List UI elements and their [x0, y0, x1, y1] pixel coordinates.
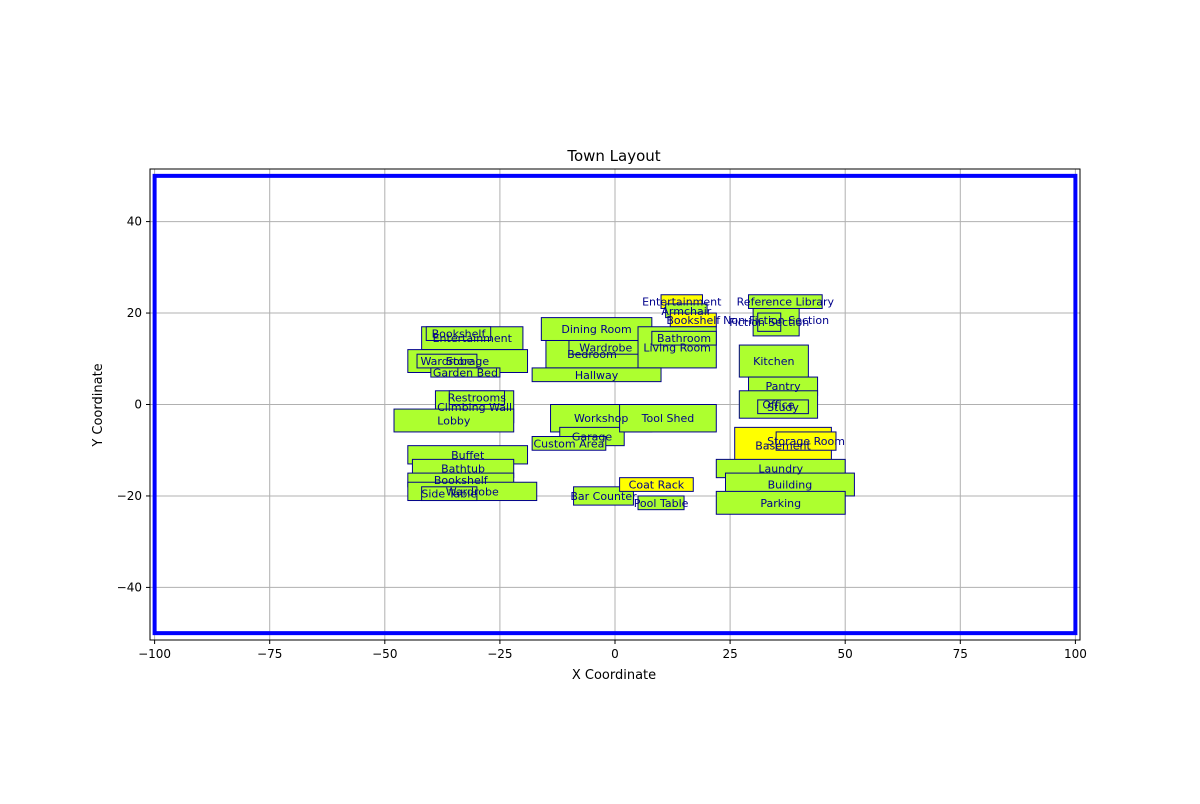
- room-label: Parking: [760, 497, 801, 510]
- room-label: Climbing Wall: [437, 401, 512, 414]
- room-label: Side Table: [421, 488, 477, 501]
- room-label: Bookshelf: [432, 328, 487, 341]
- y-tick-label: 20: [127, 306, 142, 320]
- room-label: Office: [762, 399, 794, 412]
- room-label: Dining Room: [561, 323, 631, 336]
- room-rect: [531, 436, 607, 451]
- room-rect: [757, 312, 782, 332]
- room-rect: [619, 477, 694, 492]
- room-rect: [425, 326, 492, 341]
- ticks-layer: −100 −75 −50 −25 0 25 50 75 100 −40 −20 0 20 40: [117, 215, 1087, 661]
- room-label: Tool Shed: [641, 412, 695, 425]
- room-label: Kitchen: [753, 355, 794, 368]
- room-label: Pool Table: [634, 497, 689, 510]
- x-tick-label: 100: [1064, 647, 1087, 661]
- room-label: Non-Fiction Section: [723, 314, 829, 327]
- room-label: Hallway: [575, 369, 619, 382]
- room-label: Storage Room: [767, 435, 845, 448]
- room-label: Bookshelf: [666, 314, 721, 327]
- y-tick-label: −20: [117, 489, 142, 503]
- room-label: Building: [768, 479, 813, 492]
- grid-layer: [150, 169, 1080, 640]
- room-rect: [448, 390, 506, 406]
- room-rect: [531, 367, 662, 383]
- room-rect: [775, 431, 837, 451]
- room-label: Workshop: [574, 412, 628, 425]
- room-rect: [738, 344, 809, 378]
- room-rect: [651, 330, 717, 346]
- room-label: Wardrobe: [446, 485, 499, 498]
- x-tick-label: −75: [257, 647, 282, 661]
- room-rect: [430, 367, 501, 378]
- room-label: Bookshelf: [434, 474, 489, 487]
- y-tick-label: 40: [127, 215, 142, 229]
- room-label: Garage: [572, 431, 613, 444]
- room-label: Entertainment: [433, 332, 513, 345]
- room-label: Restrooms: [448, 392, 506, 405]
- x-tick-label: 25: [722, 647, 737, 661]
- room-label: Coat Rack: [629, 479, 685, 492]
- room-rect: [421, 486, 478, 502]
- x-tick-label: 0: [611, 647, 619, 661]
- x-tick-label: 75: [953, 647, 968, 661]
- room-rect: [637, 495, 685, 511]
- room-label: Entertainment: [642, 296, 722, 309]
- room-label: Storage: [446, 355, 489, 368]
- room-label: Study: [767, 401, 799, 414]
- x-tick-label: −25: [487, 647, 512, 661]
- room-label: Living Room: [643, 341, 711, 354]
- room-rect: [393, 408, 515, 433]
- x-axis-label: X Coordinate: [572, 668, 656, 683]
- room-label: Reference Library: [737, 296, 835, 309]
- room-label: Wardrobe: [579, 341, 632, 354]
- room-label: Bathtub: [441, 463, 485, 476]
- y-axis-label: Y Coordinate: [91, 363, 106, 447]
- room-label: Basement: [755, 440, 811, 453]
- room-label: Pantry: [765, 380, 801, 393]
- x-tick-label: 50: [838, 647, 853, 661]
- room-label: Bathroom: [657, 332, 711, 345]
- room-label: Garden Bed: [433, 366, 498, 379]
- y-tick-label: −40: [117, 580, 142, 594]
- y-tick-label: 0: [134, 398, 142, 412]
- room-label: Bar Counter: [570, 490, 637, 503]
- room-rect: [715, 490, 846, 515]
- room-rect: [619, 404, 717, 433]
- x-tick-label: −50: [372, 647, 397, 661]
- room-label: Laundry: [758, 463, 803, 476]
- room-label: Lobby: [437, 415, 471, 428]
- rooms-layer: [393, 294, 855, 515]
- room-label: Custom Area: [533, 437, 604, 450]
- x-tick-label: −100: [138, 647, 171, 661]
- room-label: Fiction Section: [729, 316, 809, 329]
- room-label: Bedroom: [567, 348, 617, 361]
- town-boundary: [152, 173, 1078, 636]
- boundary-layer: [152, 173, 1078, 636]
- room-label: Buffet: [451, 449, 485, 462]
- chart-title: Town Layout: [566, 147, 660, 165]
- room-rect: [573, 486, 634, 506]
- room-rect: [748, 294, 823, 309]
- room-label: Armchair: [661, 305, 711, 318]
- room-label: Wardrobe: [420, 355, 473, 368]
- room-rect: [757, 399, 809, 415]
